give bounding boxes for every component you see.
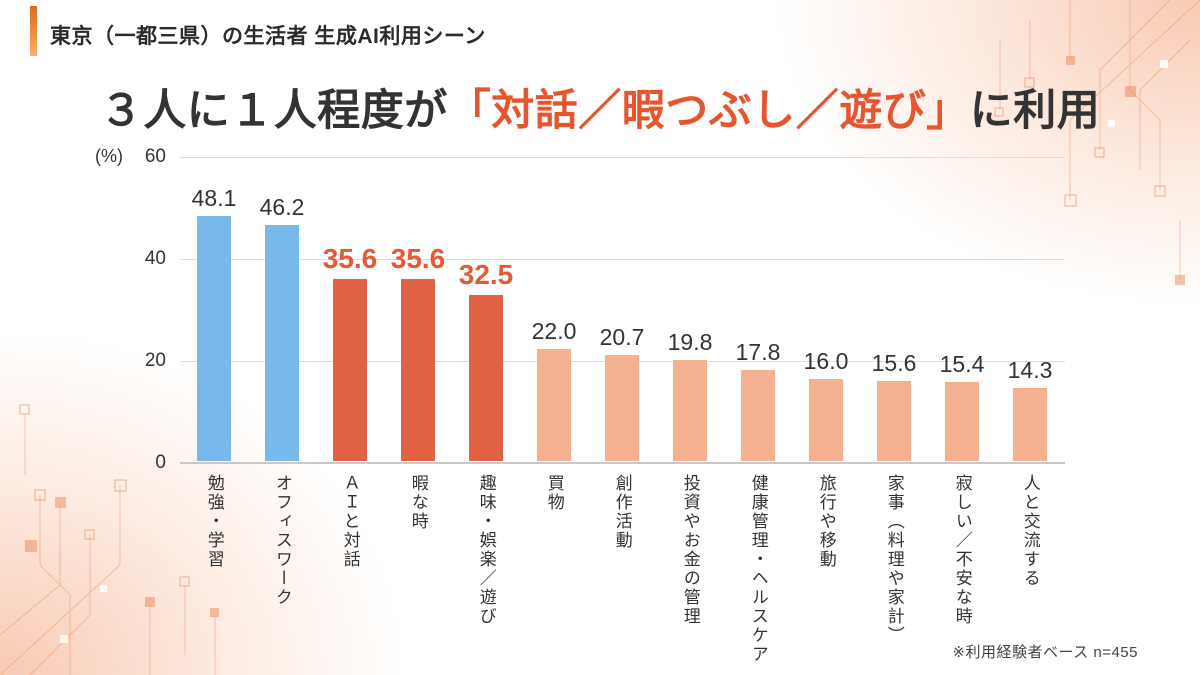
category-label: 創作活動 bbox=[588, 474, 656, 674]
bar bbox=[469, 295, 503, 461]
bar-value-label: 15.4 bbox=[939, 351, 985, 377]
bar-slot: 15.6 bbox=[860, 157, 928, 463]
category-label: 勉強・学習 bbox=[180, 474, 248, 674]
bar-slot: 14.3 bbox=[996, 157, 1064, 463]
category-label-text: ＡＩと対話 bbox=[340, 474, 360, 569]
y-tick-40: 40 bbox=[144, 248, 166, 269]
page-title: ３人に１人程度が「対話／暇つぶし／遊び」に利用 bbox=[0, 76, 1200, 138]
footnote: ※利用経験者ベース n=455 bbox=[952, 644, 1138, 661]
bar-value-label: 15.6 bbox=[871, 350, 917, 376]
bar-value-label: 19.8 bbox=[667, 329, 713, 355]
category-label: 健康管理・ヘルスケア bbox=[724, 474, 792, 674]
bar-value-label: 46.2 bbox=[259, 194, 305, 220]
category-label: 買物 bbox=[520, 474, 588, 674]
header-title: 東京（一都三県）の生活者 生成AI利用シーン bbox=[50, 25, 486, 48]
y-tick-60: 60 bbox=[144, 146, 166, 167]
bar-slot: 35.6 bbox=[316, 157, 384, 463]
bar-value-label: 35.6 bbox=[322, 243, 378, 274]
x-axis-baseline bbox=[180, 462, 1065, 464]
bar-value-label: 32.5 bbox=[458, 259, 514, 290]
category-label: 旅行や移動 bbox=[792, 474, 860, 674]
bar bbox=[1013, 388, 1047, 461]
bar bbox=[265, 225, 299, 461]
category-label: 寂しい／不安な時 bbox=[928, 474, 996, 674]
bar-value-label: 20.7 bbox=[599, 324, 645, 350]
category-label: ＡＩと対話 bbox=[316, 474, 384, 674]
bar bbox=[673, 360, 707, 461]
category-label-text: 旅行や移動 bbox=[816, 474, 836, 569]
bar-value-label: 22.0 bbox=[531, 318, 577, 344]
header-accent-bar bbox=[30, 6, 37, 56]
category-label-text: 買物 bbox=[544, 474, 564, 512]
bar-slot: 15.4 bbox=[928, 157, 996, 463]
category-label-text: 寂しい／不安な時 bbox=[952, 474, 972, 626]
y-tick-0: 0 bbox=[155, 452, 166, 473]
bar-slot: 35.6 bbox=[384, 157, 452, 463]
category-label-text: 投資やお金の管理 bbox=[680, 474, 700, 626]
bar-value-label: 48.1 bbox=[191, 185, 237, 211]
bar-slot: 46.2 bbox=[248, 157, 316, 463]
bar bbox=[401, 279, 435, 461]
bar bbox=[741, 370, 775, 461]
bar-value-label: 35.6 bbox=[390, 243, 446, 274]
bar-slot: 22.0 bbox=[520, 157, 588, 463]
title-highlight: 「対話／暇つぶし／遊び」 bbox=[447, 87, 970, 135]
category-label: 人と交流する bbox=[996, 474, 1064, 674]
bar-slot: 16.0 bbox=[792, 157, 860, 463]
y-axis-unit-label: (%) bbox=[95, 146, 123, 166]
bar-value-label: 16.0 bbox=[803, 348, 849, 374]
category-label: 家事（料理や家計） bbox=[860, 474, 928, 674]
category-label-text: 暇な時 bbox=[408, 474, 428, 531]
bar bbox=[945, 382, 979, 461]
category-label-text: 家事（料理や家計） bbox=[884, 474, 904, 645]
gridline-60 bbox=[180, 157, 1065, 158]
category-label: オフィスワーク bbox=[248, 474, 316, 674]
category-label-text: 人と交流する bbox=[1020, 474, 1040, 588]
bar-value-label: 14.3 bbox=[1007, 357, 1053, 383]
category-labels: 勉強・学習 オフィスワーク ＡＩと対話 暇な時 趣味・娯楽／遊び 買物 創作活動 投資やお金の… bbox=[180, 474, 1065, 674]
bar-slot: 19.8 bbox=[656, 157, 724, 463]
bar-slot: 48.1 bbox=[180, 157, 248, 463]
bar-slot: 17.8 bbox=[724, 157, 792, 463]
bar bbox=[537, 349, 571, 461]
y-tick-20: 20 bbox=[144, 350, 166, 371]
bar bbox=[605, 355, 639, 461]
category-label-text: 勉強・学習 bbox=[204, 474, 224, 569]
title-suffix: に利用 bbox=[969, 87, 1101, 135]
bar-slot: 32.5 bbox=[452, 157, 520, 463]
category-label-text: 創作活動 bbox=[612, 474, 632, 550]
gridline-40 bbox=[180, 259, 1065, 260]
category-label-text: 趣味・娯楽／遊び bbox=[476, 474, 496, 626]
bar-slot: 20.7 bbox=[588, 157, 656, 463]
category-label: 投資やお金の管理 bbox=[656, 474, 724, 674]
bar-value-label: 17.8 bbox=[735, 339, 781, 365]
bar bbox=[333, 279, 367, 461]
category-label-text: オフィスワーク bbox=[272, 474, 292, 607]
bar bbox=[809, 379, 843, 461]
title-prefix: ３人に１人程度が bbox=[99, 87, 448, 135]
category-label-text: 健康管理・ヘルスケア bbox=[748, 474, 768, 664]
bar bbox=[877, 381, 911, 461]
category-label: 暇な時 bbox=[384, 474, 452, 674]
plot-area: 48.1 46.2 35.6 35.6 32.5 22.0 20.7 19.8 17.8 16.0… bbox=[180, 157, 1065, 464]
bar bbox=[197, 216, 231, 461]
category-label: 趣味・娯楽／遊び bbox=[452, 474, 520, 674]
